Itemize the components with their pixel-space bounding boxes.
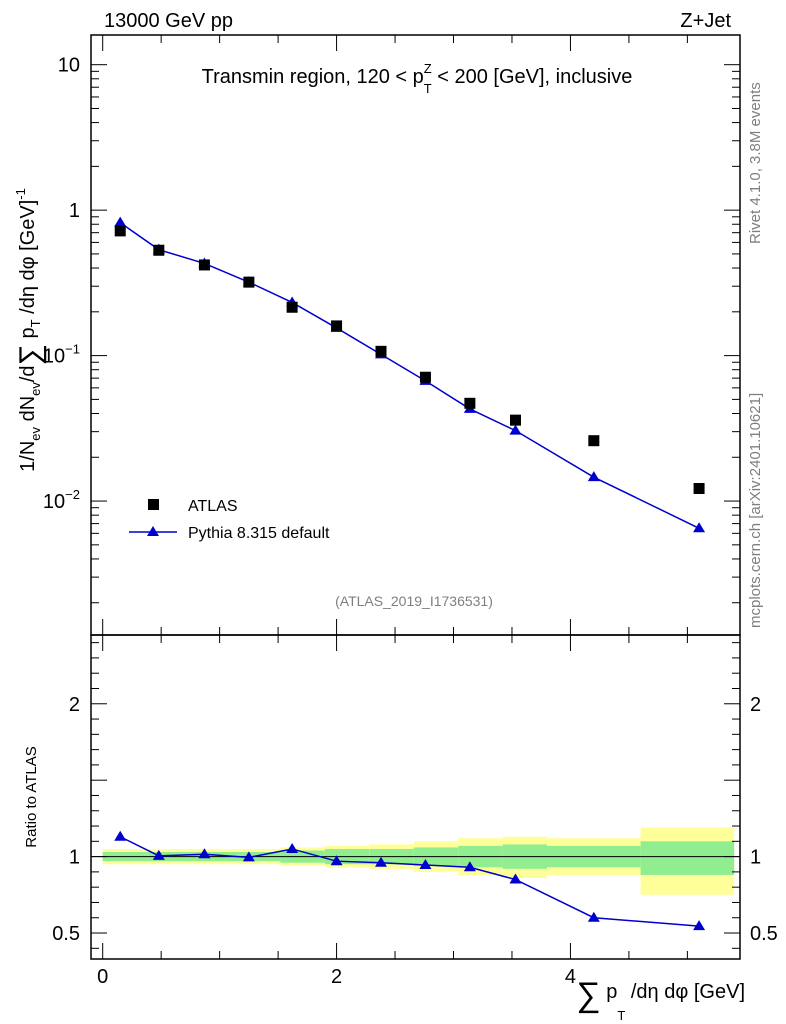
ratio-y-tick-label-left: 0.5 (52, 923, 80, 945)
atlas-point (588, 435, 600, 447)
main-series-group (114, 216, 706, 533)
pythia-point (693, 522, 706, 533)
plot-title: Transmin region, 120 < pTZ < 200 [GeV], … (202, 61, 633, 96)
main-y-axis-label: 1/Nev dNev/d∑ pT /dη dφ [GeV]-1 (13, 188, 47, 472)
main-y-tick-label: 10−1 (43, 342, 80, 368)
ratio-point (152, 849, 165, 860)
analysis-watermark: (ATLAS_2019_I1736531) (335, 593, 493, 609)
pythia-point (587, 471, 600, 482)
ratio-point (330, 855, 343, 866)
atlas-point (286, 301, 298, 313)
atlas-point (693, 482, 705, 494)
ratio-point (693, 920, 706, 931)
ratio-point (375, 856, 388, 867)
pythia-line (119, 222, 700, 529)
atlas-point (464, 397, 476, 409)
main-y-tick-label: 10 (58, 55, 80, 77)
ratio-point (198, 848, 211, 859)
ratio-point (463, 861, 476, 872)
ratio-point (509, 873, 522, 884)
source-label: mcplots.cern.ch [arXiv:2401.10621] (747, 393, 764, 628)
ratio-point (242, 851, 255, 862)
pythia-point (509, 424, 522, 435)
x-tick-label: 4 (565, 966, 576, 988)
legend-atlas-marker (148, 499, 159, 510)
process-label: Z+Jet (680, 10, 731, 32)
ratio-axis-ticks (91, 635, 740, 959)
ratio-point (286, 842, 299, 853)
atlas-point (375, 345, 387, 357)
main-panel: 10 1 10−1 10−2 Transmin region, 120 < pTZ <… (13, 34, 741, 636)
main-axis-ticks (91, 35, 740, 635)
ratio-tick-labels: 2 2 1 1 0.5 0.5 0 2 4 (52, 694, 778, 988)
ratio-y-tick-label-left: 2 (69, 694, 80, 716)
ratio-plot-frame (90, 634, 741, 960)
x-tick-label: 2 (331, 966, 342, 988)
atlas-point (509, 414, 521, 426)
atlas-point (114, 225, 126, 237)
legend-pythia-label: Pythia 8.315 default (188, 525, 330, 542)
energy-label: 13000 GeV pp (104, 10, 233, 32)
atlas-point (243, 276, 255, 288)
ratio-line (119, 836, 700, 927)
atlas-point (153, 244, 165, 256)
ratio-y-tick-label-right: 2 (750, 694, 761, 716)
ratio-y-tick-label-right: 1 (750, 847, 761, 869)
atlas-point (198, 259, 210, 271)
ratio-y-tick-label-right: 0.5 (750, 923, 778, 945)
ratio-point (587, 911, 600, 922)
main-y-tick-label: 1 (69, 200, 80, 222)
ratio-point (114, 830, 127, 841)
rivet-label: Rivet 4.1.0, 3.8M events (747, 82, 764, 244)
ratio-panel: 2 2 1 1 0.5 0.5 0 2 4 Ratio to ATLAS ∑ pT /dη dφ… (23, 634, 778, 1023)
legend-atlas-label: ATLAS (188, 498, 238, 515)
ratio-series-group (114, 830, 706, 931)
x-axis-label: ∑ pT /dη dφ [GeV] (576, 976, 745, 1023)
x-tick-label: 0 (97, 966, 108, 988)
legend: ATLAS Pythia 8.315 default (129, 498, 330, 542)
atlas-point (331, 320, 343, 332)
main-plot-frame (90, 34, 741, 636)
legend-pythia-marker (147, 526, 159, 536)
inner-band-bin (640, 841, 735, 875)
atlas-point (419, 371, 431, 383)
ratio-uncertainty-bands (102, 827, 735, 895)
main-y-tick-label: 10−2 (43, 487, 80, 513)
ratio-point (419, 859, 432, 870)
pythia-point (114, 216, 127, 227)
ratio-y-tick-label-left: 1 (69, 847, 80, 869)
main-y-tick-labels: 10 1 10−1 10−2 (43, 55, 80, 513)
ratio-y-axis-label: Ratio to ATLAS (23, 746, 40, 847)
